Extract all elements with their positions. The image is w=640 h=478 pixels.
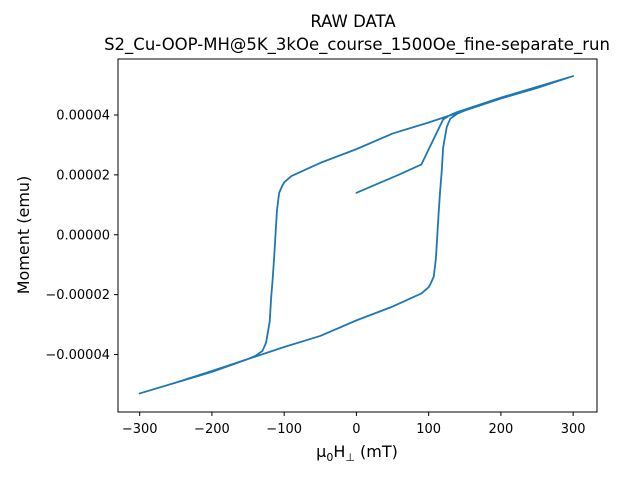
y-axis-label: Moment (emu) bbox=[14, 176, 33, 295]
x-axis-label-mu: μ bbox=[316, 442, 326, 461]
x-tick-label: 300 bbox=[561, 422, 586, 437]
x-tick-label: 0 bbox=[352, 422, 360, 437]
y-axis-ticks: −0.00004 −0.00002 0.00000 0.00002 0.00004 bbox=[45, 108, 118, 363]
axes-frame bbox=[117, 58, 598, 413]
x-axis-label-perp: ⊥ bbox=[345, 451, 355, 464]
y-tick-label: −0.00002 bbox=[45, 288, 110, 303]
x-tick-label: 100 bbox=[416, 422, 441, 437]
x-axis-label-unit: (mT) bbox=[355, 442, 398, 461]
x-axis-label-subscript: 0 bbox=[326, 451, 333, 464]
x-axis-label: μ0H⊥ (mT) bbox=[316, 442, 398, 464]
chart-title: RAW DATA S2_Cu-OOP-MH@5K_3kOe_course_150… bbox=[104, 12, 610, 55]
x-tick-label: −100 bbox=[266, 422, 302, 437]
x-axis-label-h: H bbox=[333, 442, 345, 461]
x-axis-ticks: −300 −200 −100 0 100 200 300 bbox=[122, 412, 586, 437]
chart-title-line1: RAW DATA bbox=[310, 12, 396, 31]
series-line-0 bbox=[138, 75, 575, 395]
y-tick-label: −0.00004 bbox=[45, 348, 110, 363]
y-tick-label: 0.00002 bbox=[56, 168, 110, 183]
x-tick-label: −200 bbox=[194, 422, 230, 437]
y-tick-label: 0.00000 bbox=[56, 228, 110, 243]
y-tick-label: 0.00004 bbox=[56, 108, 110, 123]
x-tick-label: 200 bbox=[488, 422, 513, 437]
plot-area bbox=[138, 75, 575, 395]
chart-title-line2: S2_Cu-OOP-MH@5K_3kOe_course_1500Oe_fine-… bbox=[104, 35, 610, 55]
x-tick-label: −300 bbox=[122, 422, 158, 437]
